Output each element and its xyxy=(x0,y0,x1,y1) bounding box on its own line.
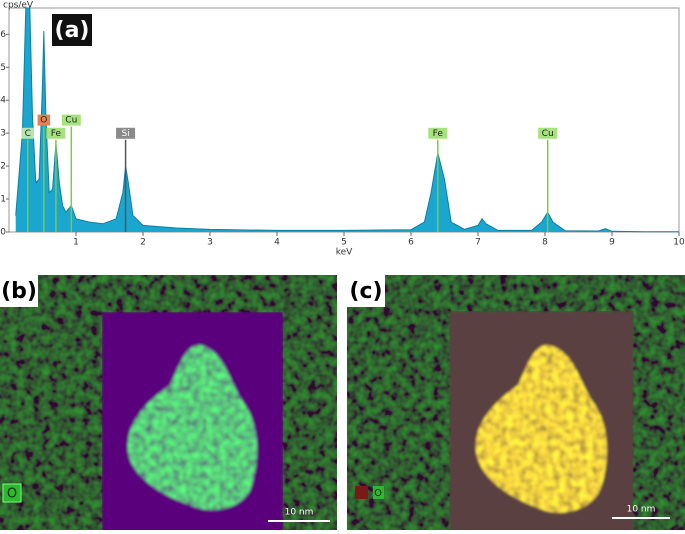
label-box xyxy=(0,275,38,307)
y-tick-label: 4 xyxy=(0,96,6,106)
scale-label: 10 nm xyxy=(627,505,656,515)
scale-label: 10 nm xyxy=(285,508,314,518)
spectrum-line xyxy=(15,7,679,233)
element-box xyxy=(538,127,558,139)
legend-label: O xyxy=(7,487,17,502)
x-tick-label: 5 xyxy=(341,238,347,248)
plot-area xyxy=(8,7,680,233)
y-tick-label: 6 xyxy=(0,30,6,40)
element-box xyxy=(37,114,51,126)
map-blob xyxy=(127,345,257,510)
x-tick-label: 10 xyxy=(673,238,685,248)
map-c: (c) O 10 nm xyxy=(347,275,685,530)
element-label: C xyxy=(25,129,31,139)
map-blob xyxy=(475,345,607,513)
panel-label: (a) xyxy=(55,18,90,43)
legend-swatch xyxy=(373,486,384,499)
panel-label-box xyxy=(52,14,92,46)
x-tick-label: 9 xyxy=(609,238,615,248)
x-axis-label: keV xyxy=(336,248,353,258)
x-tick-label: 7 xyxy=(475,238,481,248)
y-tick-label: 1 xyxy=(0,195,6,205)
element-label: Si xyxy=(121,129,129,139)
x-tick-label: 8 xyxy=(542,238,548,248)
element-box xyxy=(61,114,81,126)
y-axis-label: cps/eV xyxy=(3,1,34,11)
element-label: Cu xyxy=(542,129,554,139)
element-box xyxy=(116,127,136,139)
y-tick-label: 2 xyxy=(0,162,6,172)
y-tick-label: 3 xyxy=(0,129,6,139)
x-tick-label: 4 xyxy=(274,238,280,248)
element-box xyxy=(428,127,448,139)
element-label: Fe xyxy=(51,129,62,139)
panel-label: (c) xyxy=(349,279,382,304)
legend-swatch xyxy=(2,483,22,503)
y-tick-label: 5 xyxy=(0,63,6,73)
x-tick-label: 3 xyxy=(207,238,213,248)
y-tick-label: 0 xyxy=(0,228,6,238)
legend-label: O xyxy=(374,488,382,499)
element-label: O xyxy=(40,116,47,126)
element-label: Cu xyxy=(65,116,77,126)
label-box xyxy=(347,275,385,307)
element-box xyxy=(21,127,35,139)
element-box xyxy=(46,127,66,139)
legend-swatch xyxy=(355,486,368,499)
panel-label: (b) xyxy=(1,279,37,304)
x-tick-label: 6 xyxy=(408,238,414,248)
element-label: Fe xyxy=(433,129,444,139)
map-b: (b) O 10 nm xyxy=(0,275,337,530)
x-tick-label: 1 xyxy=(73,238,79,248)
x-tick-label: 2 xyxy=(140,238,146,248)
